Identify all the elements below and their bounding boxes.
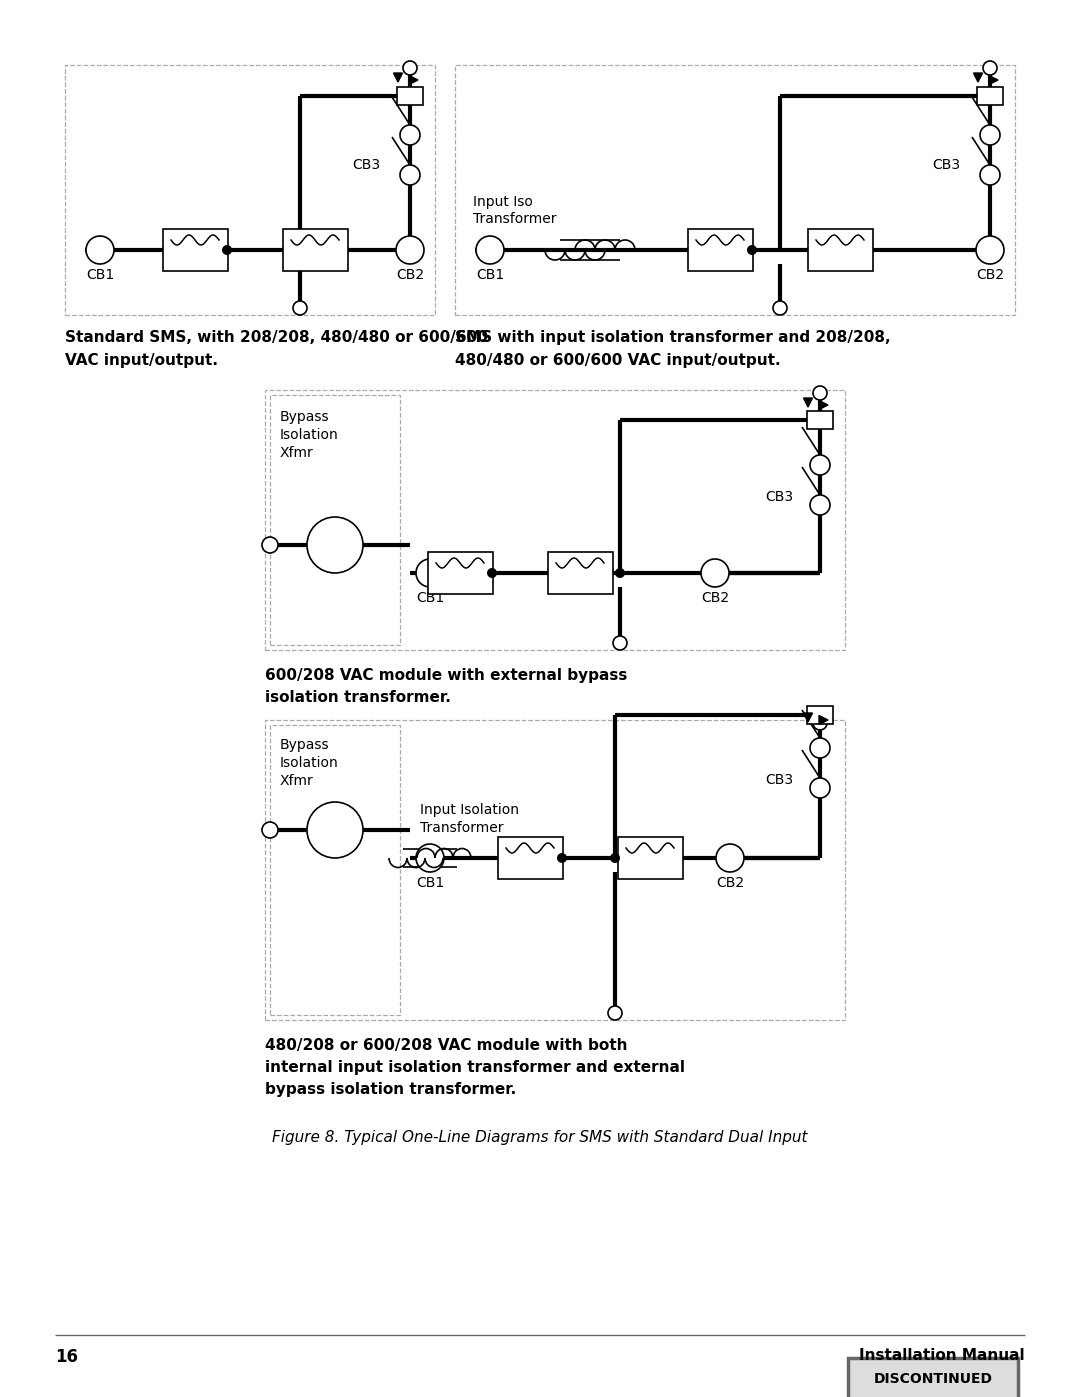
Text: Installation Manual: Installation Manual xyxy=(860,1348,1025,1363)
Text: CB1: CB1 xyxy=(416,876,444,890)
Text: CB3: CB3 xyxy=(765,773,793,787)
Text: Bypass: Bypass xyxy=(280,738,329,752)
Bar xyxy=(163,229,228,271)
Text: 480/208 or 600/208 VAC module with both: 480/208 or 600/208 VAC module with both xyxy=(265,1038,627,1053)
Polygon shape xyxy=(804,712,812,722)
Bar xyxy=(618,837,683,879)
Bar xyxy=(397,87,423,105)
Text: CB2: CB2 xyxy=(976,268,1004,282)
Circle shape xyxy=(293,300,307,314)
Polygon shape xyxy=(989,75,998,84)
Bar xyxy=(498,837,563,879)
Bar xyxy=(265,390,845,650)
Circle shape xyxy=(400,165,420,184)
Text: Figure 8. Typical One-Line Diagrams for SMS with Standard Dual Input: Figure 8. Typical One-Line Diagrams for … xyxy=(272,1130,808,1146)
Text: 480/480 or 600/600 VAC input/output.: 480/480 or 600/600 VAC input/output. xyxy=(455,353,781,367)
Circle shape xyxy=(701,559,729,587)
Circle shape xyxy=(976,236,1004,264)
Bar xyxy=(807,411,833,429)
Circle shape xyxy=(608,1006,622,1020)
Text: 600/208 VAC module with external bypass: 600/208 VAC module with external bypass xyxy=(265,668,627,683)
Circle shape xyxy=(222,244,232,256)
Text: Xfmr: Xfmr xyxy=(280,446,314,460)
Text: CB2: CB2 xyxy=(716,876,744,890)
Circle shape xyxy=(262,821,278,838)
Circle shape xyxy=(615,569,625,578)
Circle shape xyxy=(810,495,831,515)
Circle shape xyxy=(613,636,627,650)
Circle shape xyxy=(557,854,567,863)
Text: CB1: CB1 xyxy=(476,268,504,282)
Bar xyxy=(548,552,613,594)
Bar xyxy=(808,229,873,271)
Circle shape xyxy=(307,802,363,858)
Circle shape xyxy=(810,778,831,798)
Circle shape xyxy=(980,165,1000,184)
Text: CB3: CB3 xyxy=(765,490,793,504)
Circle shape xyxy=(610,854,620,863)
Text: CB2: CB2 xyxy=(396,268,424,282)
Text: Standard SMS, with 208/208, 480/480 or 600/600: Standard SMS, with 208/208, 480/480 or 6… xyxy=(65,330,488,345)
Bar xyxy=(283,229,348,271)
Circle shape xyxy=(716,844,744,872)
Text: Xfmr: Xfmr xyxy=(280,774,314,788)
Text: CB3: CB3 xyxy=(352,158,380,172)
Text: Bypass: Bypass xyxy=(280,409,329,425)
Text: CB1: CB1 xyxy=(86,268,114,282)
Text: CB3: CB3 xyxy=(932,158,960,172)
Bar xyxy=(455,66,1015,314)
Circle shape xyxy=(262,536,278,553)
Circle shape xyxy=(403,61,417,75)
Circle shape xyxy=(980,124,1000,145)
Circle shape xyxy=(773,300,787,314)
Bar xyxy=(428,552,492,594)
Polygon shape xyxy=(973,73,983,82)
Text: 16: 16 xyxy=(55,1348,78,1366)
Text: bypass isolation transformer.: bypass isolation transformer. xyxy=(265,1083,516,1097)
Text: internal input isolation transformer and external: internal input isolation transformer and… xyxy=(265,1060,685,1076)
Polygon shape xyxy=(819,401,828,409)
Bar xyxy=(688,229,753,271)
Bar xyxy=(848,1358,1018,1397)
Bar xyxy=(270,725,400,1016)
Circle shape xyxy=(86,236,114,264)
Circle shape xyxy=(400,124,420,145)
Text: DISCONTINUED: DISCONTINUED xyxy=(874,1372,993,1386)
Circle shape xyxy=(810,738,831,759)
Text: Input Iso: Input Iso xyxy=(473,196,532,210)
Bar xyxy=(270,395,400,645)
Text: Transformer: Transformer xyxy=(473,212,556,226)
Bar xyxy=(977,87,1003,105)
Text: SMS with input isolation transformer and 208/208,: SMS with input isolation transformer and… xyxy=(455,330,891,345)
Circle shape xyxy=(476,236,504,264)
Text: Isolation: Isolation xyxy=(280,427,339,441)
Polygon shape xyxy=(804,398,812,407)
Circle shape xyxy=(416,559,444,587)
Circle shape xyxy=(813,386,827,400)
Text: Isolation: Isolation xyxy=(280,756,339,770)
Bar xyxy=(265,719,845,1020)
Bar xyxy=(65,66,435,314)
Circle shape xyxy=(416,844,444,872)
Polygon shape xyxy=(819,715,828,725)
Text: VAC input/output.: VAC input/output. xyxy=(65,353,218,367)
Text: CB1: CB1 xyxy=(416,591,444,605)
Circle shape xyxy=(810,455,831,475)
Circle shape xyxy=(396,236,424,264)
Circle shape xyxy=(747,244,757,256)
Circle shape xyxy=(983,61,997,75)
Text: Transformer: Transformer xyxy=(420,821,503,835)
Circle shape xyxy=(307,517,363,573)
Text: CB2: CB2 xyxy=(701,591,729,605)
Polygon shape xyxy=(393,73,403,82)
Text: isolation transformer.: isolation transformer. xyxy=(265,690,450,705)
Bar xyxy=(807,705,833,724)
Text: Input Isolation: Input Isolation xyxy=(420,803,519,817)
Polygon shape xyxy=(409,75,418,84)
Circle shape xyxy=(813,717,827,731)
Circle shape xyxy=(487,569,497,578)
